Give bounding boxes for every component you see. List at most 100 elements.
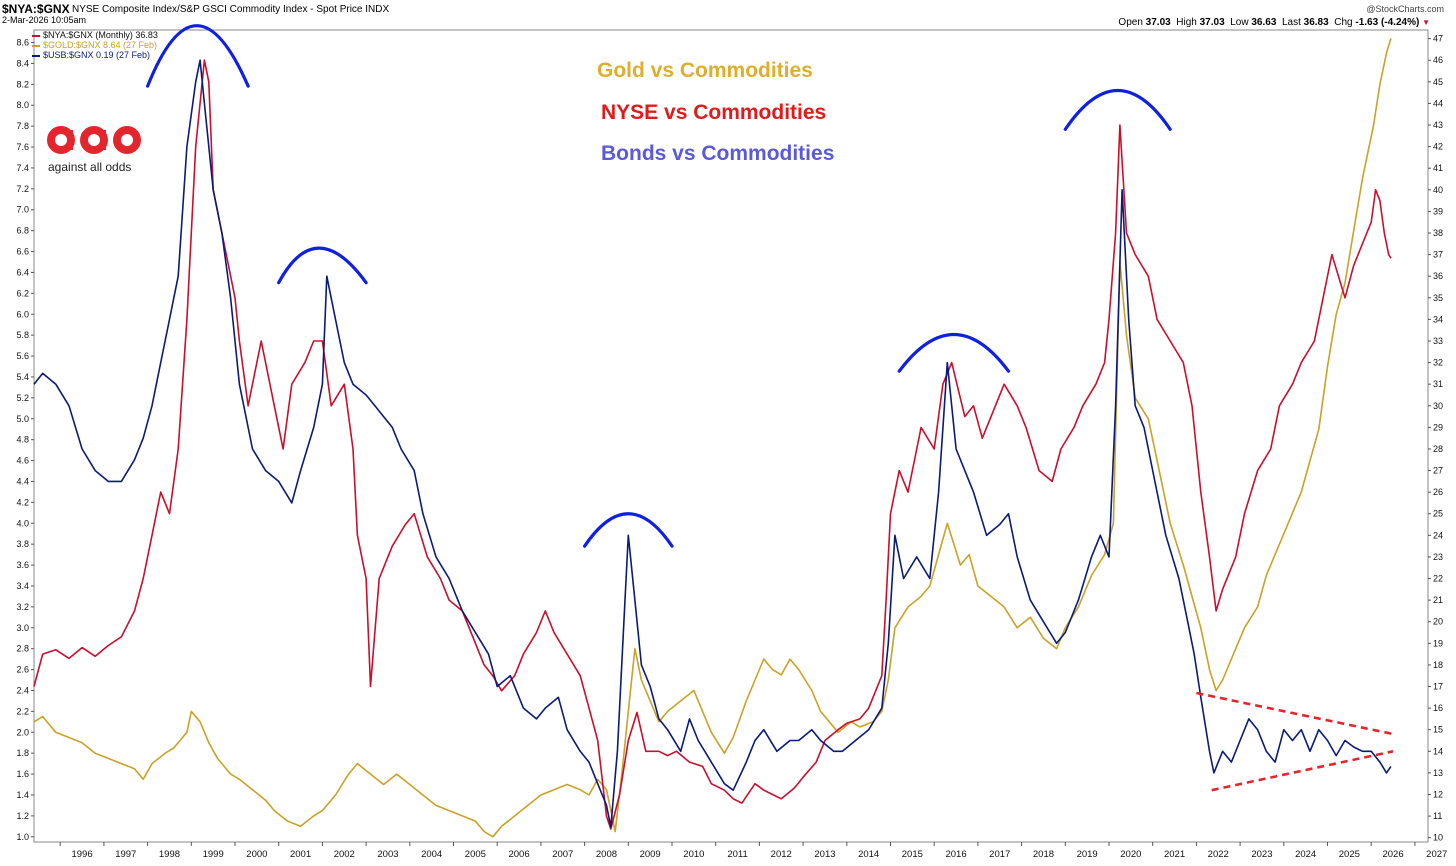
left-tick-label: 8.6 <box>16 38 29 48</box>
triangle-upper-line <box>1196 691 1394 736</box>
x-tick-label: 2023 <box>1251 849 1272 860</box>
x-tick-label: 2001 <box>290 849 311 860</box>
right-tick-label: 46 <box>1433 55 1443 65</box>
x-tick-label: 1997 <box>115 849 136 860</box>
x-tick-label: 2012 <box>771 849 792 860</box>
left-tick-label: 4.6 <box>16 456 29 466</box>
legend-swatch-icon <box>32 54 40 57</box>
right-tick-label: 14 <box>1433 746 1443 756</box>
left-tick-label: 1.6 <box>16 769 29 779</box>
right-tick-label: 21 <box>1433 595 1443 605</box>
logo-text: against all odds <box>48 160 132 174</box>
right-tick-label: 11 <box>1433 811 1442 821</box>
left-tick-label: 8.2 <box>16 79 29 89</box>
x-tick-label: 2004 <box>421 849 442 860</box>
x-axis: 1996 1997 1998 1999 2000 2001 2002 2003 2004 2005… <box>33 29 1447 860</box>
x-tick-label: 2025 <box>1339 849 1360 860</box>
left-tick-label: 2.0 <box>16 727 29 737</box>
left-tick-label: 1.8 <box>16 748 29 758</box>
chart-index-name: NYSE Composite Index/S&P GSCI Commodity … <box>72 4 390 15</box>
peak-arc-5 <box>1063 89 1172 131</box>
right-tick-label: 12 <box>1433 789 1443 799</box>
x-tick-label: 2022 <box>1208 849 1229 860</box>
left-tick-label: 5.2 <box>16 393 29 403</box>
chart-datetime: 2-Mar-2026 10:05am <box>2 15 87 25</box>
annotation-gold: Gold vs Commodities <box>597 59 813 82</box>
left-tick-label: 5.6 <box>16 351 29 361</box>
x-tick-label: 2010 <box>683 849 704 860</box>
left-tick-label: 5.8 <box>16 330 29 340</box>
x-tick-label: 2015 <box>902 849 923 860</box>
right-tick-label: 22 <box>1433 574 1443 584</box>
left-tick-label: 3.0 <box>16 623 29 633</box>
left-tick-label: 4.4 <box>16 476 29 486</box>
right-tick-label: 37 <box>1433 250 1443 260</box>
legend-item-nya: $NYA:$GNX (Monthly) 36.83 <box>32 30 158 40</box>
right-tick-label: 24 <box>1433 530 1443 540</box>
triangle-lower-line <box>1211 750 1394 792</box>
right-tick-label: 20 <box>1433 617 1443 627</box>
right-tick-label: 23 <box>1433 552 1443 562</box>
right-tick-label: 43 <box>1433 120 1443 130</box>
right-tick-label: 32 <box>1433 358 1443 368</box>
right-tick-label: 29 <box>1433 422 1443 432</box>
left-tick-label: 4.8 <box>16 435 29 445</box>
last-value: 36.83 <box>1303 17 1329 28</box>
left-tick-label: 6.8 <box>16 226 29 236</box>
left-tick-label: 4.0 <box>16 518 29 528</box>
left-tick-label: 6.4 <box>16 267 29 277</box>
x-tick-label: 1999 <box>203 849 224 860</box>
annotation-bonds: Bonds vs Commodities <box>601 142 835 165</box>
open-label: Open <box>1118 17 1143 28</box>
x-tick-label: 2009 <box>640 849 661 860</box>
x-tick-label: 2006 <box>508 849 529 860</box>
x-tick-label: 2000 <box>246 849 267 860</box>
x-tick-label: 2002 <box>334 849 355 860</box>
right-tick-label: 36 <box>1433 271 1443 281</box>
left-tick-label: 1.4 <box>16 790 29 800</box>
series-line-nyagnx <box>33 59 1392 830</box>
x-tick-label: 2003 <box>377 849 398 860</box>
x-tick-label: 2018 <box>1033 849 1054 860</box>
legend-item-gold: $GOLD:$GNX 8.64 (27 Feb) <box>32 40 157 50</box>
x-tick-label: 1998 <box>159 849 180 860</box>
legend-label: $USB:$GNX 0.19 (27 Feb) <box>43 50 151 60</box>
x-tick-label: 2024 <box>1295 849 1316 860</box>
x-tick-label: 2008 <box>596 849 617 860</box>
left-tick-label: 7.8 <box>16 121 29 131</box>
right-tick-label: 33 <box>1433 336 1443 346</box>
right-tick-label: 34 <box>1433 314 1443 324</box>
chg-label: Chg <box>1334 17 1353 28</box>
right-tick-label: 27 <box>1433 466 1443 476</box>
left-tick-label: 2.4 <box>16 685 29 695</box>
legend-swatch-icon <box>32 44 40 47</box>
right-tick-label: 44 <box>1433 98 1443 108</box>
down-triangle-icon: ▼ <box>1422 18 1430 27</box>
legend-label: $GOLD:$GNX 8.64 (27 Feb) <box>43 40 158 50</box>
left-tick-label: 7.0 <box>16 205 29 215</box>
left-tick-label: 6.0 <box>16 309 29 319</box>
left-tick-label: 1.2 <box>16 811 29 821</box>
left-tick-label: 7.2 <box>16 184 29 194</box>
annotation-nyse: NYSE vs Commodities <box>601 101 827 124</box>
right-tick-label: 31 <box>1433 379 1443 389</box>
x-tick-label: 2011 <box>727 849 747 860</box>
x-tick-label: 1996 <box>71 849 92 860</box>
right-tick-label: 28 <box>1433 444 1443 454</box>
high-value: 37.03 <box>1199 17 1225 28</box>
series-line-goldgnx <box>33 38 1392 838</box>
left-tick-label: 5.0 <box>16 414 29 424</box>
left-tick-label: 1.0 <box>16 832 29 842</box>
right-tick-label: 18 <box>1433 660 1443 670</box>
right-tick-label: 26 <box>1433 487 1443 497</box>
overlays <box>146 24 1394 792</box>
left-tick-label: 7.6 <box>16 142 29 152</box>
left-tick-label: 7.4 <box>16 163 29 173</box>
against-all-odds-logo-icon <box>47 126 141 154</box>
left-y-axis: 1.0 1.2 1.4 1.6 1.8 2.0 2.2 2.4 2.6 2.8 3.0 3.2 3.4 3… <box>16 38 34 842</box>
x-tick-label: 2027 <box>1426 849 1447 860</box>
right-tick-label: 19 <box>1433 638 1443 648</box>
left-tick-label: 3.6 <box>16 560 29 570</box>
left-tick-label: 2.6 <box>16 665 29 675</box>
peak-arc-2 <box>277 246 368 285</box>
